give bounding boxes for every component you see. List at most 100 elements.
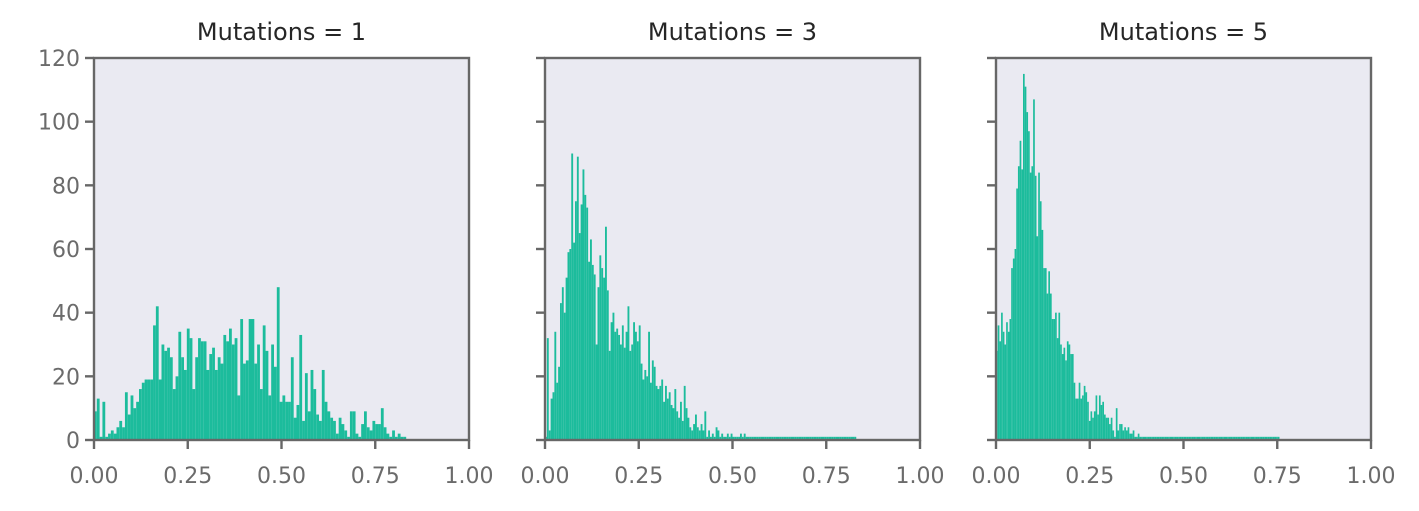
histogram-bar (826, 436, 829, 440)
histogram-bar (1185, 436, 1187, 440)
histogram-bar (347, 436, 350, 440)
x-tick-label: 1.00 (445, 464, 494, 489)
histogram-bar (1206, 436, 1209, 440)
histogram-bar (164, 350, 168, 440)
histogram-bar (1259, 436, 1261, 440)
histogram-bar (262, 325, 266, 440)
histogram-bar (571, 153, 574, 440)
histogram-bar (1095, 395, 1098, 440)
histogram-bar (1232, 436, 1234, 440)
histogram-bar (563, 312, 566, 440)
histogram-bar (841, 436, 844, 440)
histogram-bar (794, 436, 797, 440)
histogram-bar (798, 436, 800, 440)
histogram-bar (1213, 436, 1216, 440)
x-tick-label: 0.25 (1065, 464, 1114, 489)
histogram-bar (1129, 433, 1131, 440)
histogram-bar (623, 347, 626, 440)
histogram-bar (815, 436, 817, 440)
histogram-bar (403, 436, 407, 440)
histogram-bar (755, 436, 757, 440)
histogram-bar (1097, 414, 1099, 440)
y-tick-label: 0 (66, 429, 80, 454)
histogram-bar (668, 392, 671, 440)
histogram-bar (779, 436, 782, 440)
histogram-bar (590, 239, 592, 440)
histogram-bar (1070, 354, 1072, 440)
histogram-bar (1262, 436, 1265, 440)
histogram-bar (1023, 73, 1025, 441)
histogram-bar (760, 436, 763, 440)
histogram-bar (1249, 436, 1251, 440)
histogram-bar (1007, 331, 1010, 440)
histogram-bar (670, 404, 673, 440)
histogram-bar (282, 395, 286, 440)
histogram-bar (783, 436, 785, 440)
histogram-bar (1124, 427, 1126, 440)
histogram-bar (638, 325, 641, 440)
histogram-bar (1080, 398, 1083, 440)
histogram-bar (1179, 436, 1182, 440)
histogram-bar (1151, 436, 1153, 440)
histogram-bar (1109, 424, 1111, 440)
histogram-bar (1247, 436, 1250, 440)
histogram-bar (378, 424, 381, 440)
histogram-bar (108, 433, 111, 440)
histogram-bar (678, 417, 680, 440)
histogram-bar (809, 436, 812, 440)
histogram-bar (153, 325, 156, 440)
histogram-bar (642, 379, 645, 440)
histogram-bar (1181, 436, 1184, 440)
histogram-bar (1271, 436, 1273, 440)
histogram-bar (113, 433, 117, 440)
histogram-bar (1266, 436, 1268, 440)
histogram-bar (1274, 436, 1277, 440)
histogram-bar (110, 430, 114, 440)
histogram-bar (820, 436, 823, 440)
histogram-bar (119, 420, 123, 440)
histogram-bar (610, 322, 613, 440)
histogram-bar (1191, 436, 1194, 440)
histogram-bar (304, 373, 308, 440)
histogram-bar (796, 436, 799, 440)
histogram-bar (764, 436, 767, 440)
histogram-bar (621, 325, 624, 440)
histogram-bar (653, 366, 656, 440)
histogram-bar (781, 436, 784, 440)
histogram-bar (1009, 319, 1012, 440)
histogram-bar (1115, 408, 1118, 440)
histogram-bar (747, 436, 750, 440)
histogram-bar (1090, 411, 1093, 440)
histogram-bar (597, 287, 600, 440)
histogram-bar (1222, 436, 1224, 440)
histogram-bar (296, 404, 300, 440)
histogram-bar (352, 411, 356, 440)
histogram-bar (1176, 436, 1179, 440)
histogram-bar (1146, 436, 1148, 440)
histogram-bar (200, 341, 204, 440)
histogram-bar (599, 255, 602, 440)
histogram-bar (1004, 344, 1007, 440)
histogram-bar (1156, 436, 1158, 440)
histogram-bar (290, 357, 294, 440)
histogram-bar (719, 436, 722, 440)
histogram-bar (1127, 427, 1130, 440)
y-tick-label: 20 (52, 365, 80, 390)
histogram-bar (161, 344, 165, 440)
histogram-bar (1083, 385, 1086, 440)
histogram-bar (648, 331, 650, 440)
histogram-bar (751, 436, 754, 440)
histogram-bar (561, 287, 564, 440)
histogram-bar (184, 369, 187, 440)
histogram-bar (316, 414, 319, 440)
histogram-bar (169, 357, 173, 440)
histogram-bar (1117, 430, 1120, 440)
histogram-bar (655, 385, 658, 440)
histogram-bar (736, 436, 739, 440)
histogram-bar (1056, 338, 1059, 440)
histogram-bar (618, 334, 620, 440)
x-tick-label: 1.00 (1347, 464, 1396, 489)
histogram-bar (167, 347, 170, 440)
histogram-bar (603, 277, 605, 440)
